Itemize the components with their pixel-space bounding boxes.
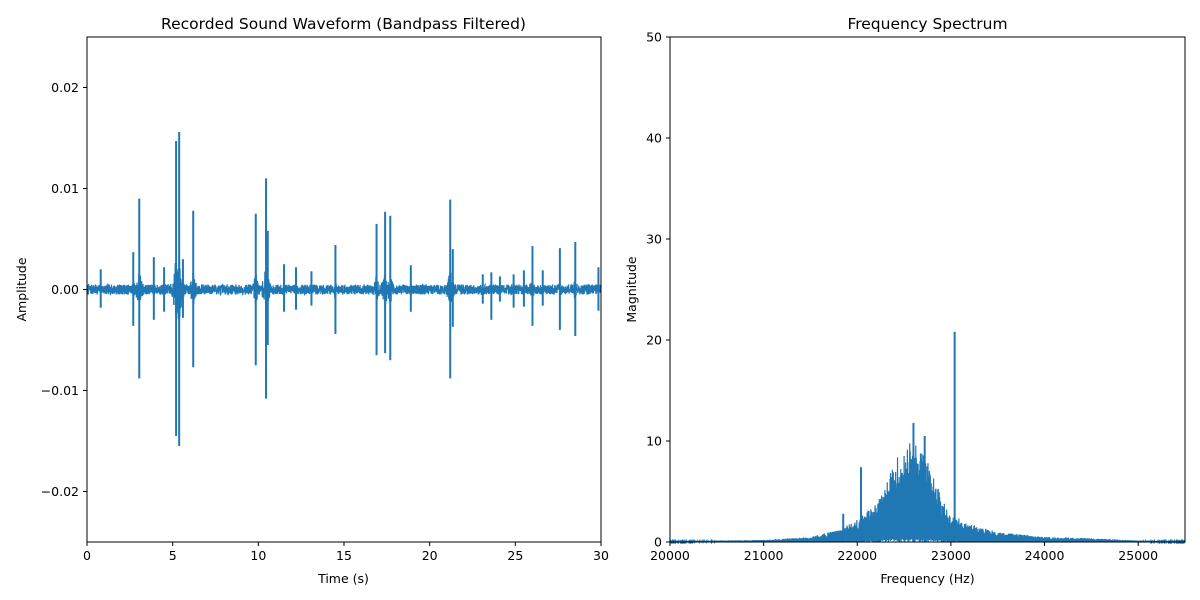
spectrum-y-tick-label: 10 <box>646 434 662 449</box>
spectrum-x-tick-label: 20000 <box>650 548 690 563</box>
waveform-x-tick-label: 20 <box>422 548 438 563</box>
waveform-plot-area <box>86 131 602 447</box>
spectrum-chart: Frequency Spectrum 20000 21000 22000 23000 2… <box>624 15 1186 586</box>
spectrum-x-ticks: 20000 21000 22000 23000 24000 25000 <box>650 542 1158 563</box>
spectrum-y-ticks: 0 10 20 30 40 50 <box>646 30 670 550</box>
spectrum-x-axis-label: Frequency (Hz) <box>880 571 974 586</box>
waveform-x-tick-label: 0 <box>83 548 91 563</box>
spectrum-x-tick-label: 23000 <box>931 548 971 563</box>
waveform-x-tick-label: 15 <box>336 548 352 563</box>
spectrum-x-tick-label: 25000 <box>1118 548 1158 563</box>
waveform-chart-title: Recorded Sound Waveform (Bandpass Filter… <box>161 15 526 33</box>
waveform-y-axis-label: Amplitude <box>14 257 29 321</box>
spectrum-y-tick-label: 30 <box>646 232 662 247</box>
waveform-y-tick-label: −0.02 <box>41 484 79 499</box>
spectrum-y-tick-label: 50 <box>646 30 662 45</box>
waveform-x-ticks: 0 5 10 15 20 25 30 <box>83 542 609 563</box>
waveform-y-tick-label: −0.01 <box>41 383 79 398</box>
waveform-chart: Recorded Sound Waveform (Bandpass Filter… <box>14 15 609 586</box>
waveform-y-ticks: −0.02 −0.01 0.00 0.01 0.02 <box>41 80 87 499</box>
spectrum-y-axis-label: Magnitude <box>624 256 639 323</box>
waveform-y-tick-label: 0.00 <box>51 282 79 297</box>
spectrum-y-tick-label: 40 <box>646 131 662 146</box>
spectrum-plot-frame <box>669 36 1186 543</box>
waveform-x-tick-label: 10 <box>250 548 266 563</box>
spectrum-y-tick-label: 20 <box>646 333 662 348</box>
waveform-x-axis-label: Time (s) <box>317 571 369 586</box>
waveform-y-tick-label: 0.01 <box>51 181 79 196</box>
spectrum-x-tick-label: 24000 <box>1025 548 1065 563</box>
spectrum-chart-title: Frequency Spectrum <box>847 15 1007 33</box>
spectrum-x-tick-label: 21000 <box>744 548 784 563</box>
waveform-x-tick-label: 5 <box>169 548 177 563</box>
waveform-x-tick-label: 30 <box>593 548 609 563</box>
spectrum-y-tick-label: 0 <box>654 535 662 550</box>
spectrum-plot-area <box>669 331 1186 545</box>
waveform-x-tick-label: 25 <box>507 548 523 563</box>
waveform-y-tick-label: 0.02 <box>51 80 79 95</box>
waveform-series-line <box>86 254 602 320</box>
spectrum-x-tick-label: 22000 <box>837 548 877 563</box>
spectrum-series-line <box>669 443 1186 545</box>
